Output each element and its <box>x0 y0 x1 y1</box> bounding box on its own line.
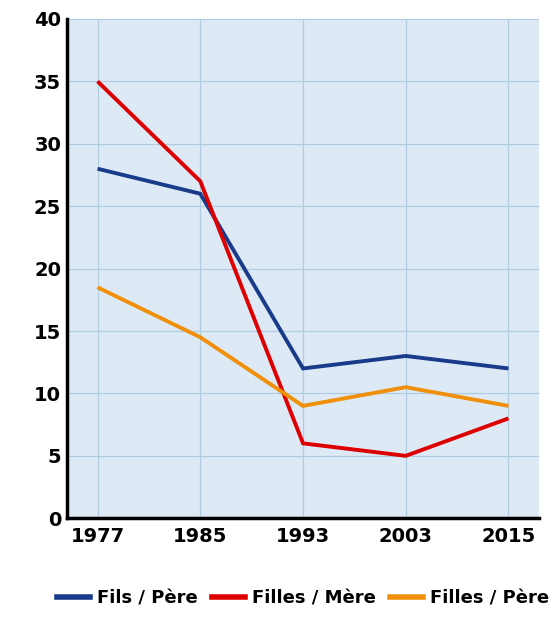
Fils / Père <box>505 365 512 372</box>
Filles / Père <box>94 284 101 291</box>
Filles / Mère <box>403 452 409 459</box>
Filles / Mère <box>94 78 101 85</box>
Filles / Père <box>505 402 512 410</box>
Filles / Mère <box>505 415 512 422</box>
Fils / Père <box>94 165 101 173</box>
Line: Filles / Père: Filles / Père <box>97 288 509 406</box>
Filles / Mère <box>300 440 306 447</box>
Legend: Fils / Père, Filles / Mère, Filles / Père: Fils / Père, Filles / Mère, Filles / Pèr… <box>50 582 556 615</box>
Filles / Père <box>197 334 203 341</box>
Fils / Père <box>300 365 306 372</box>
Filles / Père <box>403 384 409 391</box>
Line: Filles / Mère: Filles / Mère <box>97 82 509 456</box>
Fils / Père <box>403 352 409 360</box>
Filles / Mère <box>197 178 203 185</box>
Line: Fils / Père: Fils / Père <box>97 169 509 368</box>
Fils / Père <box>197 190 203 198</box>
Filles / Père <box>300 402 306 410</box>
